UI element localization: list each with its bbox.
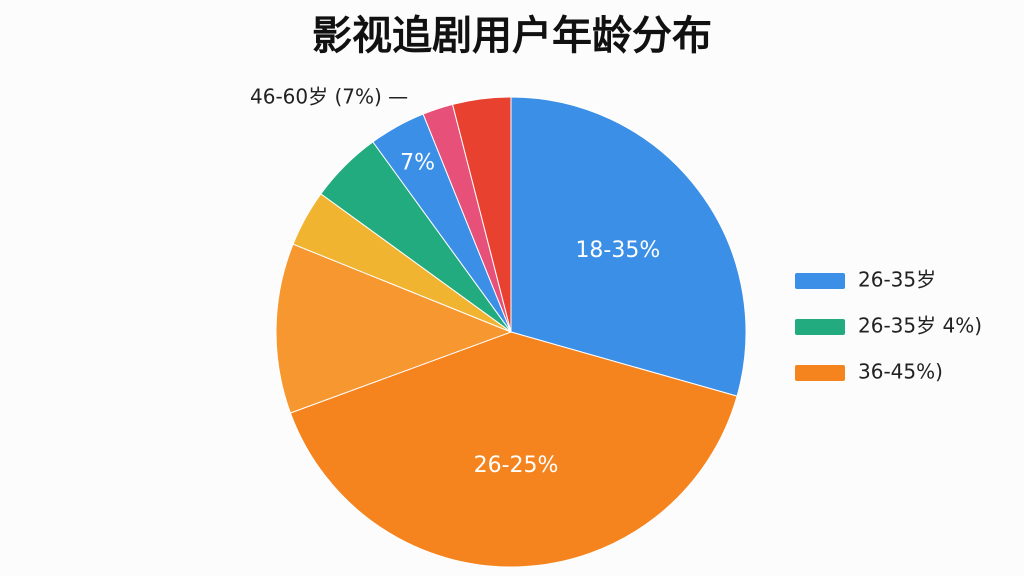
slice-label: 26-25%: [474, 453, 559, 478]
pie-slice: [510, 96, 747, 397]
slice-label: 7%: [400, 150, 435, 175]
legend-label: 26-35岁 4%): [858, 314, 982, 338]
legend-swatch: [795, 319, 845, 335]
chart-title: 影视追剧用户年龄分布: [312, 13, 712, 59]
annotation: 46-60岁 (7%) —: [250, 85, 408, 109]
legend-swatch: [795, 365, 845, 381]
pie-slice: [275, 243, 513, 414]
pie-slice: [451, 96, 512, 333]
slice-label: 18-35%: [575, 238, 660, 263]
legend-label: 26-35岁: [858, 268, 936, 292]
legend-swatch: [795, 273, 845, 289]
pie-slice: [289, 331, 738, 568]
legend-label: 36-45%): [858, 360, 943, 384]
